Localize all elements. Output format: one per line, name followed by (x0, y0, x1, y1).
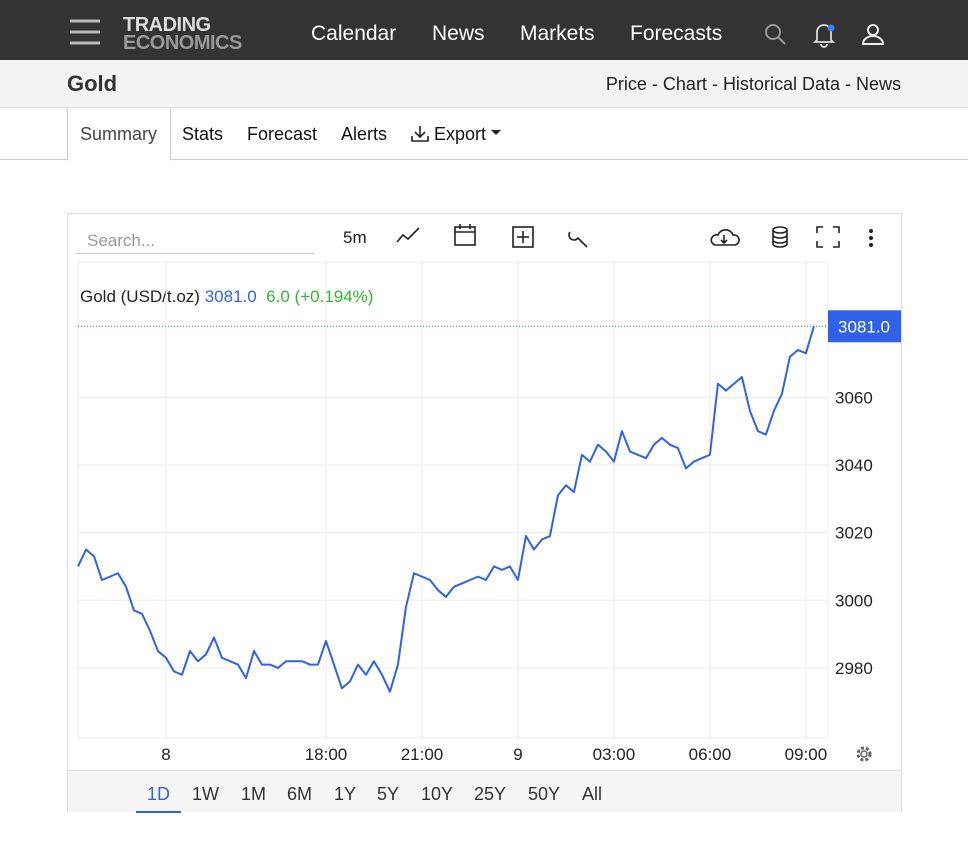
legend: Gold (USD/t.oz) 3081.0 6.0 (+0.194%) (80, 287, 373, 307)
search-icon[interactable] (764, 23, 788, 47)
dropdown-caret (491, 130, 501, 135)
user-icon[interactable] (861, 23, 885, 47)
range-button[interactable]: 5Y (377, 784, 400, 804)
legend-name: Gold (USD/t.oz) (80, 287, 200, 306)
more-icon[interactable] (869, 229, 873, 247)
tab[interactable]: Stats (182, 124, 224, 144)
section-link[interactable]: Chart (662, 74, 707, 94)
range-button[interactable]: 1Y (334, 784, 357, 804)
legend-price: 3081.0 (204, 287, 257, 306)
legend-change-pct: (+0.194%) (294, 287, 374, 306)
tab[interactable]: Forecast (247, 124, 318, 144)
range-button[interactable]: 6M (287, 784, 313, 804)
logo[interactable]: TRADING (123, 14, 211, 36)
database-icon[interactable] (772, 226, 788, 248)
range-button[interactable]: 1D (136, 784, 182, 813)
wrench-icon[interactable] (568, 231, 588, 248)
range-bar (68, 770, 901, 812)
active-tab (67, 108, 171, 161)
legend-change: 6.0 (266, 287, 290, 306)
calendar-icon[interactable] (454, 224, 476, 246)
cloud-icon[interactable] (710, 229, 740, 246)
download-icon (411, 126, 429, 142)
separator: - (844, 74, 851, 94)
menu-icon[interactable] (70, 19, 100, 45)
tab[interactable]: Alerts (341, 124, 388, 144)
fullscreen-icon[interactable] (816, 226, 840, 248)
range-button[interactable]: 10Y (421, 784, 454, 804)
nav-link[interactable]: Forecasts (630, 22, 723, 45)
range-button[interactable]: 1W (192, 784, 219, 804)
section-link[interactable]: Price (605, 74, 647, 94)
top-bar: TRADING ECONOMICS Calendar News Markets … (0, 0, 968, 60)
range-button[interactable]: 50Y (528, 784, 561, 804)
range-button[interactable]: All (582, 784, 603, 804)
interval-button[interactable]: 5m (343, 228, 367, 247)
tab[interactable]: Summary (80, 124, 158, 144)
line-icon[interactable] (396, 227, 420, 243)
nav-link[interactable]: News (432, 22, 485, 45)
add-icon[interactable] (512, 226, 534, 248)
page-title: Gold (67, 71, 118, 96)
section-link[interactable]: Historical Data (722, 74, 840, 94)
search-input[interactable]: Search... (76, 226, 314, 254)
separator: - (651, 74, 658, 94)
nav-link[interactable]: Calendar (311, 22, 397, 45)
tab-bar (0, 108, 968, 160)
range-button[interactable]: 25Y (474, 784, 507, 804)
nav-link[interactable]: Markets (520, 22, 595, 45)
section-links: Price - Chart - Historical Data - News (606, 74, 901, 95)
separator: - (711, 74, 718, 94)
bell-icon[interactable] (812, 22, 836, 48)
section-link[interactable]: News (855, 74, 901, 94)
logo[interactable]: ECONOMICS (123, 32, 242, 54)
tab[interactable]: Export (434, 124, 487, 144)
chart-tools (396, 224, 873, 248)
sub-header: Gold Price - Chart - Historical Data - News (0, 60, 968, 108)
range-button[interactable]: 1M (241, 784, 267, 804)
